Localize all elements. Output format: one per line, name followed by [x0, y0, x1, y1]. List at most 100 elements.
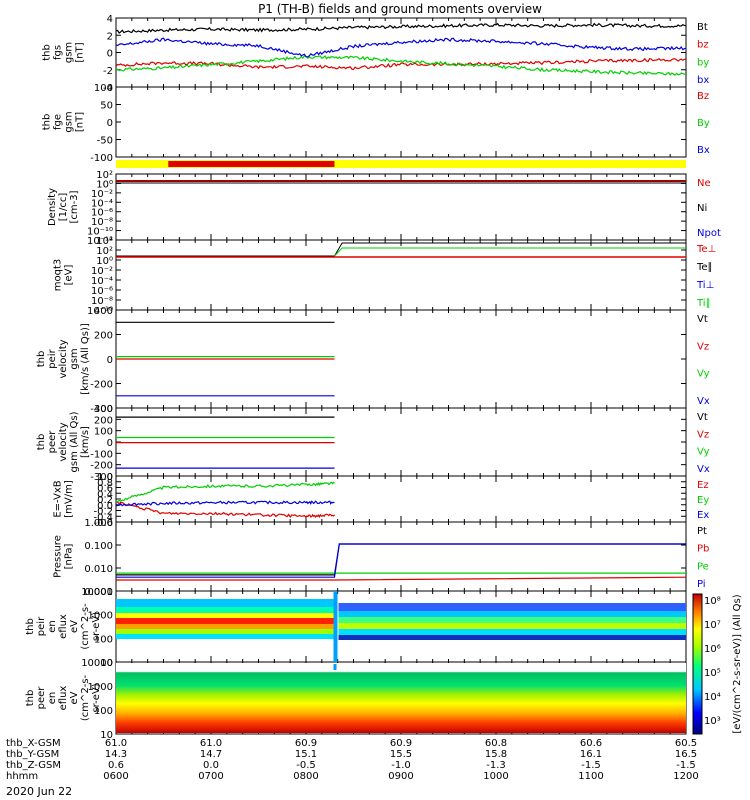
y-axis-label-line: Pressure [53, 535, 64, 578]
y-axis-label-line: [eV] [64, 265, 75, 286]
y-axis-label-line: thb [42, 114, 53, 131]
ephemeris-footer: thb_X-GSM 61.0 61.0 60.9 60.9 60.8 60.6 60.5 thb… [6, 738, 699, 782]
y-tick-label: -0.2 [93, 507, 113, 518]
footer-value: 15.5 [390, 749, 412, 760]
y-tick-label: 300 [94, 404, 113, 415]
y-tick-label: -2 [103, 66, 113, 77]
y-tick-label: 50 [100, 101, 113, 112]
footer-value: 0900 [388, 771, 413, 782]
colorbar-tick-label: 10⁵ [704, 668, 721, 679]
y-axis-label-line: velocity [58, 422, 69, 461]
panel-frame [115, 173, 687, 241]
y-axis-label-line: [km/s] [80, 426, 91, 458]
panel-efield: 1.00.80.60.40.20.0-0.2-0.4-0.6 E=-VxB [mV/… [53, 472, 710, 529]
y-axis-label-line: gsm [64, 42, 75, 63]
legend-Te⊥: Te⊥ [696, 244, 716, 255]
y-axis-label-line: en [47, 620, 58, 633]
y-tick-label: -0.4 [93, 512, 113, 523]
y-tick-label: 0.2 [97, 495, 113, 506]
ion-band-left [116, 607, 335, 613]
mode-flag-bar [116, 160, 686, 168]
colorbar-gradient [692, 593, 703, 735]
series-Ti-par [334, 247, 686, 257]
colorbar-tick-label: 10³ [704, 716, 721, 727]
y-axis-label: moqt3 [eV] [53, 259, 75, 292]
y-tick-label: 0 [107, 118, 113, 129]
footer-value: 60.9 [295, 738, 317, 749]
y-tick-label: 100 [94, 83, 113, 94]
y-tick-label: -100 [90, 153, 113, 164]
footer-value: -1.0 [391, 760, 411, 771]
y-tick-label: 0.001 [84, 587, 113, 598]
y-tick-label: 1000 [88, 682, 113, 693]
colorbar-label: [eV/(cm^2-s-sr-eV)] (All Qs) [732, 594, 743, 733]
series-Pt [116, 543, 686, 576]
ion-band-right [338, 611, 686, 617]
footer-value: 14.3 [105, 749, 127, 760]
series-by [115, 55, 687, 77]
legend-Vy: Vy [697, 369, 710, 380]
panel-espec: 10000 1000 100 10 thb peer en eflux eV (cm^2-s-sr… [25, 658, 687, 741]
mode-flag-red [168, 161, 335, 167]
panel-fge: 100 50 0 -50 -100 thb fge gsm [nT] Bz By Bx [42, 83, 710, 164]
ion-band-left [116, 624, 335, 629]
y-tick-label: 10² [96, 246, 113, 257]
footer-value: 16.1 [580, 749, 602, 760]
legend-Pi: Pi [697, 579, 706, 590]
panel-frame [115, 239, 687, 311]
y-axis-label-line: gsm (All Qs) [69, 411, 80, 472]
y-axis-label-line: thb [25, 690, 36, 707]
y-axis-label-line: fgs [53, 45, 64, 60]
y-axis-label-line: Density [47, 188, 58, 226]
legend-Vx: Vx [697, 396, 710, 407]
legend-Ti⊥: Ti⊥ [696, 280, 714, 291]
y-tick-label: -400 [90, 404, 113, 415]
series-group-fgs [115, 22, 687, 77]
legend-by: by [697, 57, 709, 68]
y-tick-label: 10⁻¹⁰ [87, 227, 113, 238]
legend-Te∥: Te∥ [696, 262, 713, 273]
y-axis-label: E=-VxB [mV/m] [53, 480, 75, 518]
footer-value: 61.0 [200, 738, 222, 749]
y-tick-label: 10⁴ [96, 236, 113, 247]
colorbar: 10⁸ 10⁷ 10⁶ 10⁵ 10⁴ 10³ [eV/(cm^2-s-sr-eV)] (A… [692, 593, 743, 735]
footer-value: -1.5 [676, 760, 696, 771]
y-tick-label: 200 [94, 331, 113, 342]
series-Ex [115, 500, 335, 507]
y-axis-label-line: peir [47, 348, 58, 368]
y-axis-label-line: fge [53, 114, 64, 130]
y-tick-label: 400 [94, 306, 113, 317]
ion-band-right [338, 603, 686, 611]
series-bx [115, 37, 687, 58]
y-tick-label: 10⁻⁶ [91, 208, 113, 219]
electron-spike [333, 664, 337, 670]
y-tick-label: 10000 [81, 658, 113, 669]
date-label: 2020 Jun 22 [6, 785, 72, 798]
y-tick-label: 10⁻⁸ [91, 296, 113, 307]
footer-label: thb_X-GSM [6, 738, 61, 749]
y-axis-label-line: gsm [64, 111, 75, 132]
y-axis-label-line: sr-eV) [91, 683, 102, 712]
legend-Vz: Vz [697, 429, 709, 440]
y-axis-label-line: thb [42, 44, 53, 61]
series-Te-par-b [334, 242, 686, 257]
y-tick-label: 0.4 [97, 489, 113, 500]
panel-pressure: 1.000 0.100 0.010 0.001 Pressure [nPa] Pt Pb Pe P… [53, 518, 710, 598]
panel-frame [115, 521, 687, 592]
y-tick-label: 10⁻¹⁰ [87, 306, 113, 317]
footer-value: 0.6 [108, 760, 124, 771]
footer-value: 0600 [103, 771, 128, 782]
footer-value: -1.3 [486, 760, 506, 771]
y-axis-label-line: eV [69, 620, 80, 633]
y-axis-label: thb peir velocity gsm [km/s (All Qs)] [36, 323, 91, 395]
y-tick-label: 0.8 [97, 478, 113, 489]
footer-value: 1000 [483, 771, 508, 782]
footer-value: 14.7 [200, 749, 222, 760]
legend-Vy: Vy [697, 447, 710, 458]
legend-Npot: Npot [697, 228, 721, 239]
ion-spectrogram [116, 591, 686, 662]
y-axis-label-line: eV [69, 691, 80, 704]
y-axis-label-line: thb [25, 618, 36, 635]
y-axis-label-line: eflux [58, 686, 69, 711]
